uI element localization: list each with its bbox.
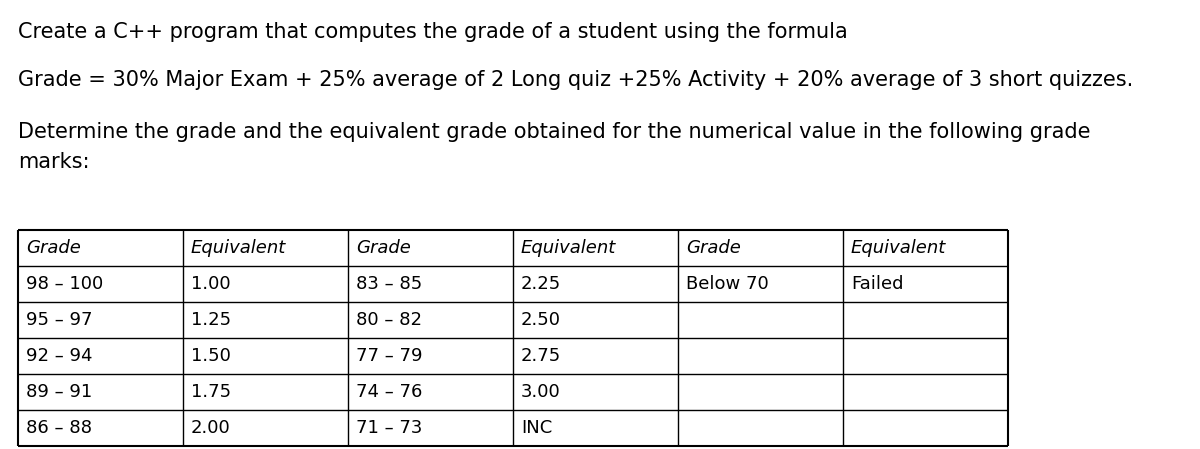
Text: 95 – 97: 95 – 97: [26, 311, 92, 329]
Text: Grade: Grade: [686, 239, 740, 257]
Text: 71 – 73: 71 – 73: [356, 419, 422, 437]
Text: 1.50: 1.50: [191, 347, 230, 365]
Text: Equivalent: Equivalent: [851, 239, 947, 257]
Text: Equivalent: Equivalent: [191, 239, 287, 257]
Text: INC: INC: [521, 419, 552, 437]
Text: 80 – 82: 80 – 82: [356, 311, 422, 329]
Text: 86 – 88: 86 – 88: [26, 419, 92, 437]
Text: marks:: marks:: [18, 152, 90, 172]
Text: 2.25: 2.25: [521, 275, 562, 293]
Text: Below 70: Below 70: [686, 275, 769, 293]
Text: Grade: Grade: [356, 239, 410, 257]
Text: Grade: Grade: [26, 239, 80, 257]
Text: 92 – 94: 92 – 94: [26, 347, 92, 365]
Text: Failed: Failed: [851, 275, 904, 293]
Text: 2.00: 2.00: [191, 419, 230, 437]
Text: 1.75: 1.75: [191, 383, 232, 401]
Text: 89 – 91: 89 – 91: [26, 383, 92, 401]
Text: 83 – 85: 83 – 85: [356, 275, 422, 293]
Text: 98 – 100: 98 – 100: [26, 275, 103, 293]
Text: Grade = 30% Major Exam + 25% average of 2 Long quiz +25% Activity + 20% average : Grade = 30% Major Exam + 25% average of …: [18, 70, 1133, 90]
Text: Create a C++ program that computes the grade of a student using the formula: Create a C++ program that computes the g…: [18, 22, 847, 42]
Text: 1.25: 1.25: [191, 311, 232, 329]
Text: 74 – 76: 74 – 76: [356, 383, 422, 401]
Text: 3.00: 3.00: [521, 383, 560, 401]
Text: 1.00: 1.00: [191, 275, 230, 293]
Text: 77 – 79: 77 – 79: [356, 347, 422, 365]
Text: Determine the grade and the equivalent grade obtained for the numerical value in: Determine the grade and the equivalent g…: [18, 122, 1091, 142]
Text: Equivalent: Equivalent: [521, 239, 617, 257]
Text: 2.50: 2.50: [521, 311, 562, 329]
Text: 2.75: 2.75: [521, 347, 562, 365]
